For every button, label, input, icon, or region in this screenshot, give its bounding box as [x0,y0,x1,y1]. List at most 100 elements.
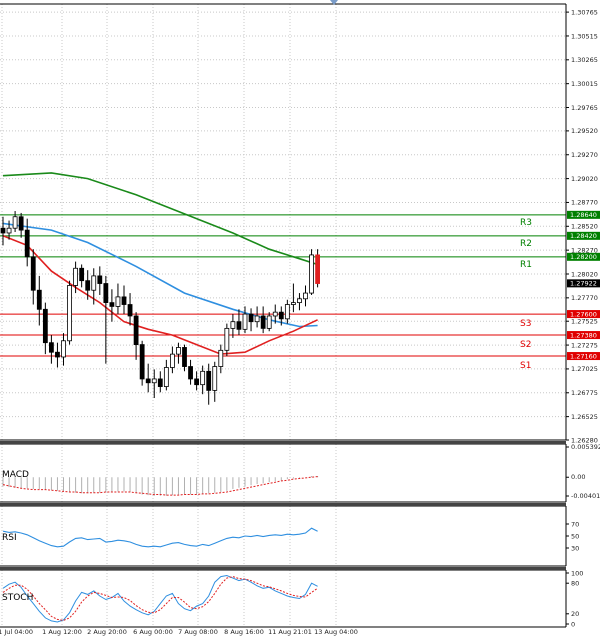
ma-green-line [2,172,318,266]
level-price-label: 1.28420 [570,232,597,240]
rsi-line [2,527,318,548]
candle-body [194,378,200,386]
rsi-tick-label: 70 [571,520,579,528]
ma-blue-line [2,222,318,328]
level-label-r1: R1 [520,260,532,270]
candle-body [30,256,36,291]
candle-body [272,311,278,317]
level-price-label: 1.27160 [570,352,597,360]
time-label: 31 Jul 04:00 [0,628,33,636]
candle-body [0,227,6,234]
candle-body [188,366,193,380]
price-tick-label: 1.28020 [571,270,598,278]
level-price-box [567,352,600,361]
candle-body [315,254,321,284]
time-axis: 31 Jul 04:00 1 Aug 12:00 2 Aug 20:00 6 Aug … [0,628,358,636]
macd-tick-label: 0.00 [571,473,585,481]
candle-body [85,280,91,291]
candle-body [24,229,30,258]
candle-body [303,292,308,300]
macd-label: MACD [2,470,29,480]
candle-body [224,327,230,351]
candle-body [49,342,54,353]
candle-body [42,308,48,344]
current-price-label: 1.27922 [570,280,597,288]
candle-body [266,315,272,329]
time-label: 13 Aug 04:00 [314,628,358,636]
stoch-d-line [2,576,318,621]
price-tick-label: 1.27525 [571,318,598,326]
candle-body [260,315,266,329]
candle-body [79,267,85,282]
price-tick-label: 1.30265 [571,56,598,64]
level-label-r3: R3 [520,218,532,228]
price-tick-label: 1.26280 [571,436,598,444]
level-label-s2: S2 [520,340,531,350]
stoch-k-line [2,574,318,623]
stoch-tick-label: 20 [571,610,579,618]
candle-body [61,340,66,358]
price-tick-label: 1.29765 [571,104,598,112]
level-label-s3: S3 [520,319,531,329]
candle-body [290,302,296,305]
pivot-levels: R3 1.28640 R2 1.28420 R1 1.28200 S3 1.27600 S2 1.… [0,210,600,371]
candles [0,211,321,405]
price-tick-label: 1.29270 [571,151,598,159]
candle-body [236,321,242,330]
stoch-tick-label: 0 [571,620,575,628]
candle-body [6,227,12,234]
price-tick-label: 1.30515 [571,32,598,40]
candle-body [176,347,181,355]
level-price-label: 1.27380 [570,331,597,339]
level-label-r2: R2 [520,239,532,249]
candle-body [12,216,18,229]
macd-tick-label: -0.004015 [571,492,600,500]
candle-body [133,315,139,345]
time-label: 6 Aug 00:00 [133,628,173,636]
shift-marker-icon [330,0,338,5]
candle-body [18,216,24,231]
candle-body [91,275,97,291]
panel-separator [0,567,566,570]
level-price-box [567,210,600,219]
candle-body [157,378,163,387]
price-tick-label: 1.27025 [571,365,598,373]
current-price-box [567,279,600,288]
candle-body [284,304,290,320]
time-label: 11 Aug 21:01 [268,628,312,636]
macd-signal-line [2,476,318,496]
candle-body [127,304,133,317]
price-tick-label: 1.29520 [571,127,598,135]
candle-body [109,302,115,307]
level-price-label: 1.28640 [570,211,597,219]
ma-red-line [2,235,318,355]
candle-body [163,367,169,387]
candle-body [242,313,248,330]
candle-body [73,267,78,286]
candle-body [121,296,127,305]
candle-body [97,275,103,284]
candle-body [278,311,284,320]
panel-separator [0,441,566,444]
stoch-label: STOCH [2,593,33,603]
candle-body [212,366,218,391]
price-tick-label: 1.27770 [571,294,598,302]
candle-body [115,296,121,307]
level-price-box [567,252,600,261]
panel-separator [0,503,566,506]
candle-body [151,378,157,384]
candle-body [309,254,314,294]
level-label-s1: S1 [520,361,531,371]
price-tick-label: 1.28770 [571,199,598,207]
candle-body [200,370,206,386]
candle-body [206,370,212,391]
rsi-tick-label: 50 [571,532,579,540]
indicators: 0.005392 0.00 -0.004015 MACD 70 50 30 RSI 100 80 2… [2,443,600,628]
price-tick-label: 1.30765 [571,8,598,16]
price-tick-label: 1.26525 [571,413,598,421]
price-tick-label: 1.28270 [571,246,598,254]
candle-body [254,315,260,323]
stoch-tick-label: 100 [571,569,583,577]
macd-tick-label: 0.005392 [571,443,600,451]
